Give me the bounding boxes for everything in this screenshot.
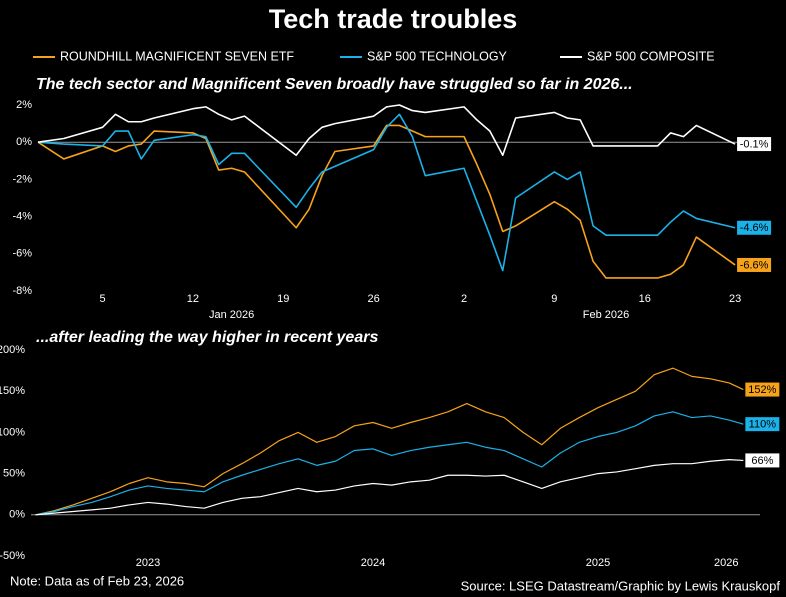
- y-tick-label: 2%: [16, 99, 32, 111]
- series-line: [37, 104, 736, 157]
- x-tick-label: 2023: [136, 557, 160, 569]
- legend-label: S&P 500 COMPOSITE: [587, 49, 715, 63]
- x-period-label: Feb 2026: [583, 309, 629, 321]
- value-label: -0.1%: [740, 138, 769, 150]
- legend-label: ROUNDHILL MAGNIFICENT SEVEN ETF: [60, 49, 294, 63]
- y-tick-label: 200%: [0, 344, 25, 356]
- series-line: [35, 411, 744, 516]
- subtitle: The tech sector and Magnificent Seven br…: [36, 76, 633, 93]
- value-label-box: [737, 137, 772, 152]
- x-tick-label: 12: [187, 293, 199, 305]
- value-label: -6.6%: [740, 259, 769, 271]
- series-line: [37, 124, 736, 279]
- y-tick-label: -4%: [12, 211, 32, 223]
- x-tick-label: 19: [277, 293, 289, 305]
- source: Source: LSEG Datastream/Graphic by Lewis…: [461, 578, 781, 593]
- x-tick-label: 5: [99, 293, 105, 305]
- x-tick-label: 2026: [714, 557, 738, 569]
- x-tick-label: 9: [551, 293, 557, 305]
- y-tick-label: 50%: [3, 468, 25, 480]
- value-label-box: [745, 453, 780, 468]
- value-label-box: [737, 220, 772, 235]
- x-tick-label: 26: [368, 293, 380, 305]
- chart-title: Tech trade troubles: [269, 4, 518, 34]
- x-tick-label: 2024: [361, 557, 385, 569]
- value-label-box: [745, 417, 780, 432]
- legend-label: S&P 500 TECHNOLOGY: [367, 49, 508, 63]
- x-tick-label: 2025: [586, 557, 610, 569]
- x-tick-label: 23: [729, 293, 741, 305]
- series-line: [37, 113, 736, 272]
- value-label-box: [737, 257, 772, 272]
- series-line: [35, 367, 744, 516]
- y-tick-label: 0%: [9, 509, 25, 521]
- y-tick-label: -8%: [12, 285, 32, 297]
- value-label: 152%: [748, 384, 776, 396]
- x-tick-label: 2: [461, 293, 467, 305]
- x-period-label: Jan 2026: [209, 309, 254, 321]
- y-tick-label: 150%: [0, 385, 25, 397]
- value-label-box: [745, 382, 780, 397]
- y-tick-label: -50%: [0, 550, 25, 562]
- value-label: -4.6%: [740, 222, 769, 234]
- x-tick-label: 16: [639, 293, 651, 305]
- note: Note: Data as of Feb 23, 2026: [10, 573, 184, 588]
- subtitle: ...after leading the way higher in recen…: [36, 329, 378, 346]
- series-line: [35, 458, 744, 516]
- y-tick-label: -6%: [12, 248, 32, 260]
- y-tick-label: 100%: [0, 426, 25, 438]
- value-label: 66%: [751, 455, 773, 467]
- value-label: 110%: [749, 419, 777, 431]
- y-tick-label: 0%: [16, 136, 32, 148]
- y-tick-label: -2%: [12, 173, 32, 185]
